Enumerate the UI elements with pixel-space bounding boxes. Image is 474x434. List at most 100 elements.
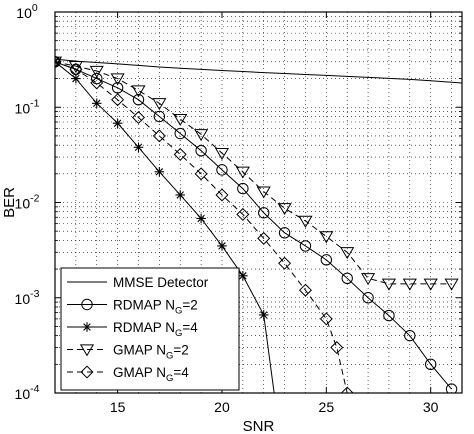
data-point-marker <box>424 358 437 371</box>
data-point-marker <box>217 241 227 251</box>
legend-entry: RDMAP NG=4 <box>67 320 198 339</box>
data-point-marker <box>257 231 271 245</box>
data-point-marker <box>111 93 125 107</box>
x-tick-label: 30 <box>423 399 439 415</box>
y-tick-label: 10-4 <box>15 383 40 402</box>
data-point-marker <box>90 76 104 90</box>
y-tick-label: 100 <box>16 2 38 21</box>
y-tick-label: 10-3 <box>15 288 40 307</box>
data-point-marker <box>194 167 208 181</box>
legend-entry: GMAP NG=4 <box>67 365 189 384</box>
data-point-marker <box>89 65 104 78</box>
y-tick-label: 10-2 <box>15 193 40 212</box>
x-tick-label: 15 <box>110 399 126 415</box>
data-point-marker <box>175 190 186 200</box>
legend-marker <box>79 344 95 357</box>
data-point-marker <box>445 383 458 393</box>
x-tick-label: 25 <box>319 399 335 415</box>
data-point-marker <box>173 114 188 127</box>
data-point-marker <box>55 55 62 69</box>
series-line <box>55 61 348 393</box>
data-point-marker <box>152 98 167 111</box>
series-line <box>55 58 462 84</box>
star-stroke <box>176 191 184 199</box>
data-point-marker <box>152 129 166 143</box>
data-point-marker <box>298 283 312 297</box>
data-point-marker <box>444 278 459 291</box>
data-point-marker <box>112 118 123 129</box>
series-line <box>55 61 275 393</box>
data-point-marker <box>278 227 291 239</box>
data-point-marker <box>258 207 270 219</box>
x-axis-label: SNR <box>243 418 275 434</box>
data-point-marker <box>340 386 354 393</box>
legend-entry: MMSE Detector <box>67 275 209 290</box>
data-point-marker <box>111 82 124 94</box>
data-point-marker <box>215 188 229 202</box>
data-point-marker <box>154 167 165 177</box>
data-point-marker <box>341 272 353 285</box>
data-point-marker <box>173 147 187 161</box>
series-0 <box>55 58 462 84</box>
star-stroke <box>134 143 143 152</box>
star-stroke <box>113 119 122 127</box>
data-point-marker <box>132 94 145 106</box>
data-point-marker <box>277 203 292 216</box>
data-point-marker <box>423 278 438 291</box>
series-layer <box>55 55 462 393</box>
data-point-marker <box>299 240 312 252</box>
data-point-marker <box>236 207 250 221</box>
data-point-marker <box>320 254 333 266</box>
data-point-marker <box>381 278 397 291</box>
data-point-marker <box>404 329 416 342</box>
star-stroke <box>239 272 247 280</box>
legend-entry: GMAP NG=2 <box>67 343 189 362</box>
data-point-marker <box>133 142 144 153</box>
data-point-marker <box>298 215 313 228</box>
series-4 <box>55 55 354 393</box>
data-point-marker <box>110 73 125 86</box>
data-point-marker <box>383 309 395 322</box>
data-point-marker <box>362 292 374 304</box>
x-tick-label: 20 <box>214 399 230 415</box>
legend-label: GMAP NG=2 <box>113 343 189 362</box>
data-point-marker <box>330 341 344 355</box>
y-tick-label: 10-1 <box>15 97 40 116</box>
legend-label: MMSE Detector <box>113 275 209 290</box>
data-point-marker <box>153 110 166 123</box>
data-point-marker <box>235 166 250 179</box>
data-point-marker <box>69 62 83 76</box>
data-point-marker <box>258 310 269 320</box>
data-point-marker <box>91 98 102 109</box>
data-point-marker <box>237 182 249 195</box>
legend-marker <box>81 298 93 311</box>
star-stroke <box>197 214 205 223</box>
data-point-marker <box>131 85 146 98</box>
legend-entry: RDMAP NG=2 <box>67 298 198 317</box>
legend-label: RDMAP NG=4 <box>113 320 198 339</box>
y-axis-label: BER <box>1 187 18 218</box>
data-point-marker <box>131 111 145 125</box>
legend-marker <box>82 322 92 332</box>
star-stroke <box>218 242 226 250</box>
legend-marker <box>80 365 94 379</box>
data-point-marker <box>194 129 209 142</box>
data-point-marker <box>361 273 376 286</box>
star-stroke <box>72 74 80 83</box>
star-stroke <box>155 168 164 176</box>
data-point-marker <box>278 256 292 270</box>
data-point-marker <box>340 247 355 260</box>
data-point-marker <box>216 164 228 176</box>
legend-label: RDMAP NG=2 <box>113 298 198 317</box>
star-stroke <box>92 99 101 108</box>
data-point-marker <box>91 72 103 85</box>
data-point-marker <box>402 278 417 291</box>
star-stroke <box>83 323 91 331</box>
series-line <box>55 61 452 390</box>
series-3 <box>55 56 459 291</box>
axis-ticks: 15 20 25 30 10-4 10-3 10-2 10-1 100 <box>15 2 462 415</box>
data-point-marker <box>214 147 230 160</box>
data-point-marker <box>174 127 186 140</box>
data-point-marker <box>196 213 206 224</box>
